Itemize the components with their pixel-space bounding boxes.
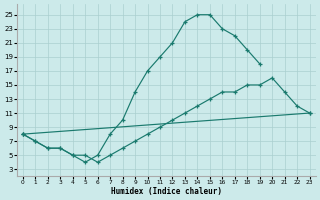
X-axis label: Humidex (Indice chaleur): Humidex (Indice chaleur) bbox=[111, 187, 222, 196]
